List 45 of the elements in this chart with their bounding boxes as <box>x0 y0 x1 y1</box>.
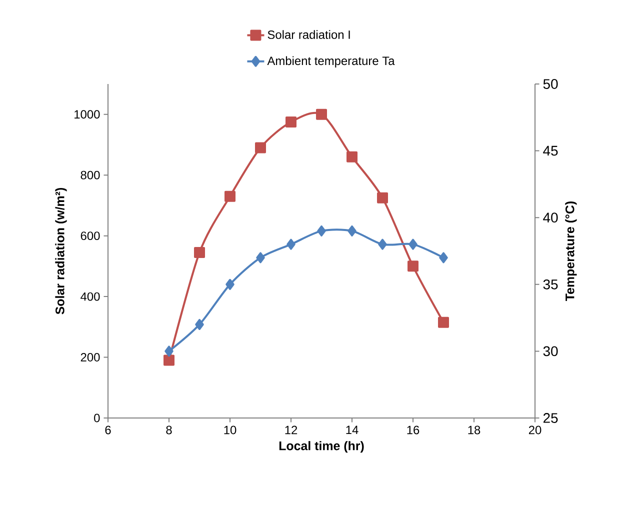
x-tick-label: 8 <box>166 426 172 434</box>
x-tick-label: 12 <box>285 426 298 434</box>
x-axis-title: Local time (hr) <box>279 441 364 453</box>
legend-label: Ambient temperature Ta <box>267 56 395 68</box>
y-tick-label: 600 <box>80 232 100 240</box>
x-tick-label: 10 <box>224 426 236 434</box>
y-tick-label: 0 <box>94 414 100 422</box>
x-tick-label: 6 <box>105 426 111 434</box>
y2-tick-label: 25 <box>543 413 558 423</box>
point <box>286 116 297 128</box>
point <box>226 278 234 290</box>
y2-axis-title: Temperature (°C) <box>565 202 577 301</box>
y2-tick-label: 35 <box>543 279 558 290</box>
point <box>439 252 448 264</box>
x-tick-label: 16 <box>407 426 420 434</box>
point <box>377 192 388 204</box>
y2-tick-label: 40 <box>543 212 558 223</box>
point <box>408 238 418 250</box>
y-tick-label: 800 <box>80 170 100 180</box>
legend-label: Solar radiation I <box>268 30 350 39</box>
point <box>195 318 204 330</box>
point <box>194 247 206 258</box>
point <box>316 108 328 120</box>
y2-tick-label: 30 <box>543 346 558 356</box>
x-tick-label: 20 <box>528 426 542 434</box>
y-tick-label: 200 <box>80 353 100 362</box>
point <box>256 252 265 264</box>
x-tick-label: 14 <box>346 426 358 434</box>
point <box>164 346 174 357</box>
y-tick-label: 1000 <box>74 110 100 119</box>
y-axis-title: Solar radiation (w/m²) <box>55 188 67 314</box>
point <box>255 142 266 154</box>
point <box>164 354 174 366</box>
y-tick-label: 400 <box>80 292 100 301</box>
point <box>348 225 356 236</box>
point <box>408 260 419 272</box>
y2-tick-label: 50 <box>543 79 558 89</box>
x-tick-label: 18 <box>468 426 480 434</box>
y2-tick-label: 45 <box>543 146 558 156</box>
point <box>286 238 296 250</box>
point <box>224 190 236 202</box>
point <box>438 316 450 328</box>
point <box>317 225 326 236</box>
point <box>378 238 387 250</box>
point <box>346 151 358 162</box>
